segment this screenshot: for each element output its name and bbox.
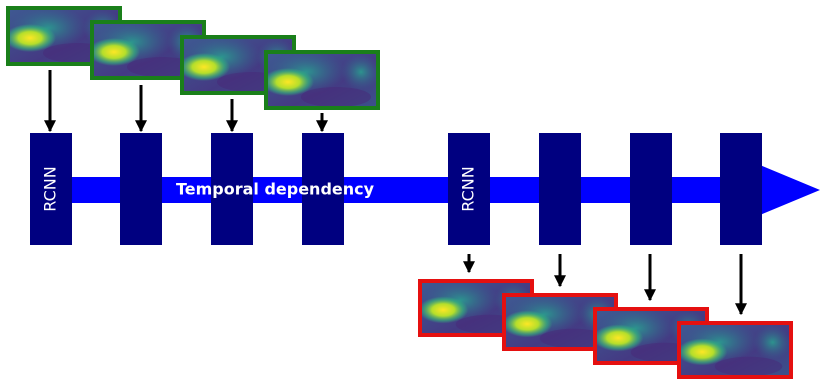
block (539, 133, 581, 245)
output-frames (418, 279, 792, 377)
encoder-label: RCNN (41, 166, 60, 211)
temporal-arrow (60, 165, 820, 215)
output-frame (677, 321, 792, 377)
arrow-head (760, 165, 820, 215)
page: Temporal dependency RCNN RCNN (() => { c… (0, 0, 820, 380)
diagram: Temporal dependency RCNN RCNN (0, 0, 820, 380)
input-frames (4, 6, 381, 108)
block (630, 133, 672, 245)
block (120, 133, 162, 245)
decoder-label: RCNN (459, 166, 478, 211)
arrow-label: Temporal dependency (176, 180, 375, 199)
block (720, 133, 762, 245)
input-frame (262, 50, 381, 108)
